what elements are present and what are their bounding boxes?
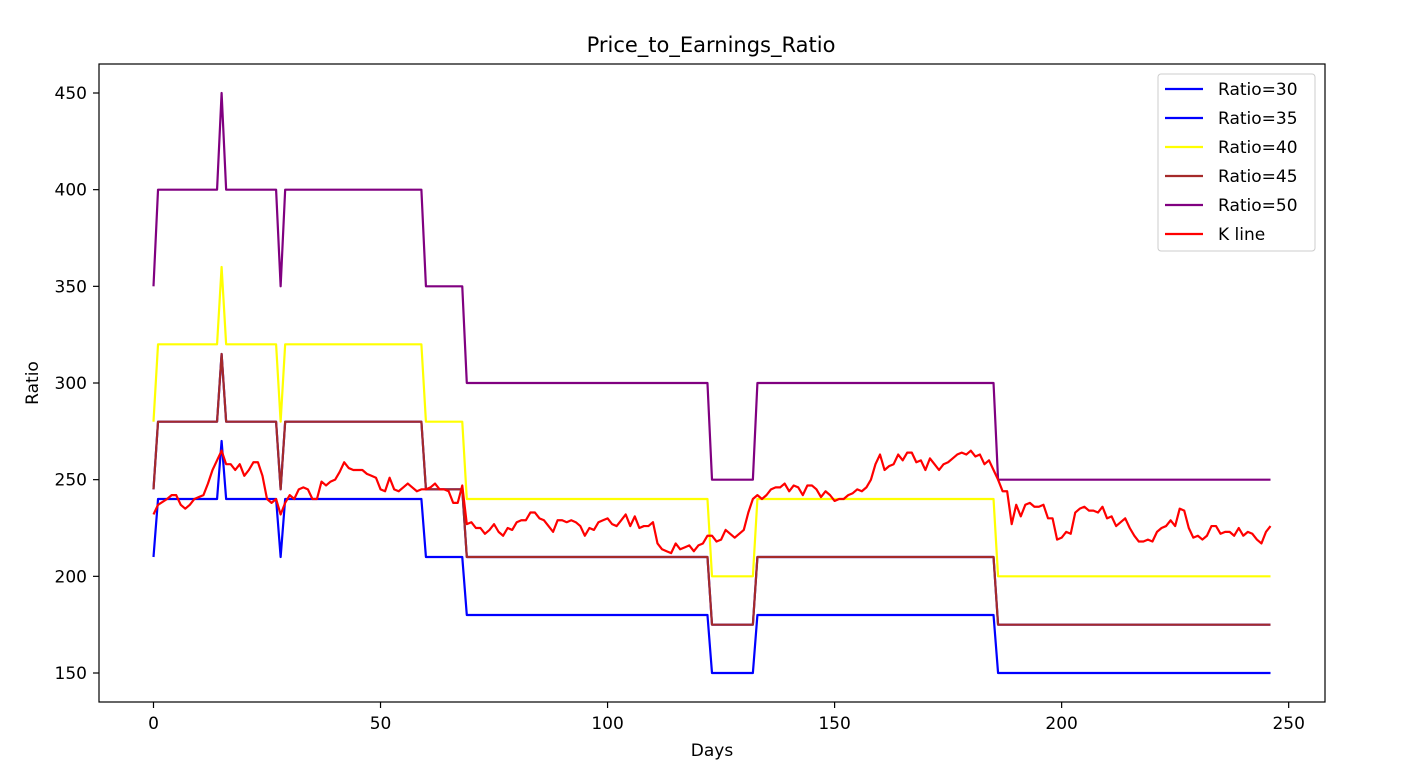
- series-line-ratio-50: [152, 91, 1271, 481]
- series-layer: [152, 91, 1272, 675]
- y-axis-label: Ratio: [23, 361, 43, 405]
- legend-label: Ratio=45: [1218, 167, 1298, 187]
- x-tick-label: 50: [370, 714, 392, 734]
- x-tick-label: 100: [591, 714, 623, 734]
- y-tick-label: 400: [55, 181, 87, 201]
- x-tick-label: 200: [1045, 714, 1077, 734]
- y-tick-label: 350: [55, 277, 87, 297]
- y-tick-label: 300: [55, 374, 87, 394]
- x-axis-label: Days: [691, 741, 734, 761]
- y-tick-label: 450: [55, 84, 87, 104]
- series-line-k-line: [152, 449, 1272, 555]
- legend-label: Ratio=50: [1218, 196, 1298, 216]
- series-line-ratio-40: [152, 265, 1271, 578]
- series-line-ratio-35: [152, 352, 1271, 626]
- x-tick-label: 150: [818, 714, 850, 734]
- chart-title: Price_to_Earnings_Ratio: [587, 33, 836, 58]
- legend-label: K line: [1218, 225, 1265, 245]
- y-tick-label: 200: [55, 567, 87, 587]
- legend-label: Ratio=35: [1218, 109, 1298, 129]
- series-line-ratio-45: [152, 352, 1271, 626]
- legend-label: Ratio=30: [1218, 80, 1298, 100]
- legend-label: Ratio=40: [1218, 138, 1298, 158]
- x-tick-label: 0: [148, 714, 159, 734]
- y-tick-label: 150: [55, 664, 87, 684]
- x-tick-label: 250: [1272, 714, 1304, 734]
- x-axis: 0 50 100 150 200 250: [148, 702, 1305, 734]
- y-tick-label: 250: [55, 471, 87, 491]
- series-line-ratio-30: [152, 439, 1271, 675]
- y-axis: 150 200 250 300 350 400 450: [55, 84, 99, 684]
- legend: Ratio=30 Ratio=35 Ratio=40 Ratio=45 Ratio=50…: [1157, 73, 1316, 252]
